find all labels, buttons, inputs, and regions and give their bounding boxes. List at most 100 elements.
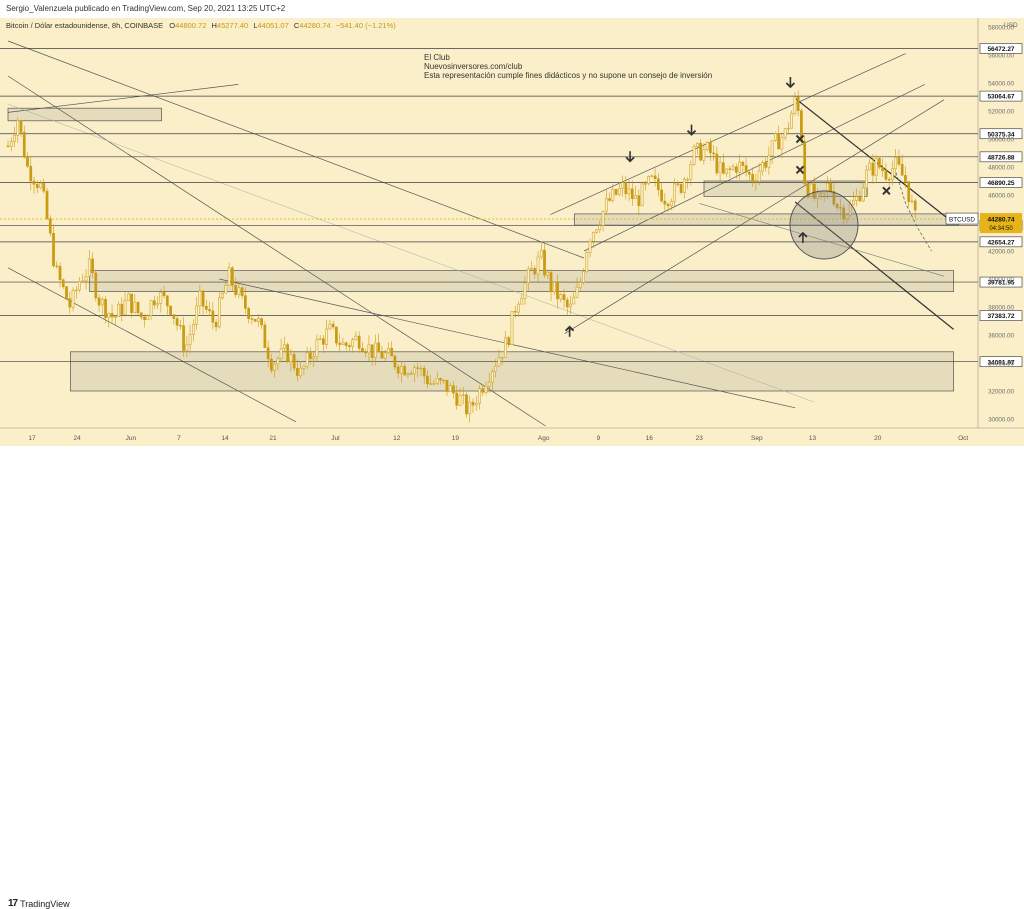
price-level-badge-4	[979, 177, 1023, 188]
candle-body-261	[855, 196, 859, 201]
x-tick-label-6: Jul	[331, 435, 340, 442]
trend-line-8	[583, 84, 925, 252]
candle-body-73	[244, 295, 247, 309]
candle-body-172	[565, 299, 569, 308]
candle-body-13	[48, 218, 52, 234]
arrow-down-icon-2	[785, 77, 796, 89]
candle-body-31	[107, 313, 111, 318]
candle-body-190	[624, 182, 628, 195]
candle-body-204	[669, 201, 673, 207]
price-level-label-4: 46890.25	[987, 180, 1014, 187]
support-zone-1	[89, 270, 954, 292]
candle-body-35	[120, 303, 124, 315]
arrow-up-icon-3	[564, 325, 575, 337]
candle-body-139	[458, 394, 462, 406]
candle-body-176	[578, 282, 582, 288]
candle-body-158	[520, 298, 524, 305]
arrow-head	[686, 129, 697, 136]
candle-body-74	[247, 308, 250, 319]
trend-line-5	[7, 103, 815, 403]
ohlc-close-label: C	[294, 21, 300, 30]
candle-body-267	[874, 158, 878, 176]
candle-body-46	[156, 303, 159, 306]
candle-body-150	[494, 365, 498, 372]
time-axis-panel	[0, 428, 1024, 446]
annotation-line-2: Nuevosinversores.com/club	[424, 62, 523, 71]
candle-body-6	[26, 156, 29, 167]
candle-body-167	[549, 272, 553, 292]
trend-line-2	[7, 75, 546, 427]
candle-body-246	[806, 183, 810, 197]
trend-line-0	[7, 84, 239, 113]
y-tick-label-1: 56000.00	[988, 53, 1014, 60]
candle-body-186	[611, 189, 615, 201]
candle-body-164	[539, 249, 543, 258]
candle-body-8	[32, 180, 36, 185]
support-zone-2	[70, 351, 954, 392]
candle-body-214	[702, 149, 706, 161]
ohlc-high-label: H	[212, 21, 217, 30]
candle-body-222	[728, 168, 732, 170]
tradingview-logo-icon: 17	[8, 898, 18, 909]
candle-body-122	[403, 366, 407, 376]
arrow-head	[785, 82, 796, 89]
trend-line-4	[219, 278, 796, 409]
candle-body-149	[491, 371, 494, 383]
candle-body-110	[364, 351, 368, 354]
ohlc-close: 44280.74	[299, 21, 330, 30]
candle-body-118	[390, 347, 394, 357]
candle-body-69	[231, 267, 234, 286]
candle-body-65	[218, 297, 221, 328]
candle-body-254	[832, 191, 836, 205]
candle-body-38	[130, 293, 133, 313]
candle-body-112	[370, 344, 374, 358]
y-tick-label-0: 58000.00	[988, 25, 1014, 32]
candle-body-22	[78, 281, 81, 291]
candle-body-180	[591, 232, 595, 242]
price-level-label-0: 56472.27	[987, 46, 1014, 53]
candle-body-177	[582, 271, 585, 283]
candle-body-187	[614, 189, 618, 195]
candle-body-196	[643, 183, 647, 185]
candle-body-185	[608, 198, 611, 201]
candle-body-37	[126, 293, 130, 301]
last-price-symbol-badge	[945, 212, 979, 225]
last-price-value: 44280.74	[987, 217, 1014, 224]
candle-body-160	[526, 268, 530, 284]
candle-body-146	[481, 388, 485, 393]
candle-body-191	[627, 188, 631, 195]
candle-body-93	[309, 352, 312, 360]
candle-body-211	[692, 146, 696, 165]
ohlc-high: 45277.40	[217, 21, 248, 30]
candle-body-152	[500, 357, 504, 359]
candle-body-7	[29, 166, 33, 182]
footer: 17 TradingView	[0, 446, 1024, 909]
trend-line-6	[564, 99, 945, 334]
candle-body-252	[826, 183, 829, 191]
tradingview-logo[interactable]: 17 TradingView	[8, 898, 70, 909]
price-level-badge-0	[979, 43, 1023, 54]
candle-body-50	[169, 305, 172, 315]
candle-body-220	[722, 162, 725, 174]
symbol-line: Bitcoin / Dólar estadounidense, 8h, COIN…	[6, 21, 396, 30]
candle-body-233	[764, 162, 767, 168]
ohlc-open-label: O	[169, 21, 175, 30]
candle-body-58	[195, 305, 198, 325]
cross-marker-7	[882, 186, 891, 196]
candle-body-100	[331, 323, 335, 328]
price-chart[interactable]: 56472.27 53064.67 50375.34 48726.88 46890.25…	[0, 18, 1024, 446]
candle-body-70	[234, 285, 237, 295]
candle-body-120	[396, 366, 400, 374]
candle-body-201	[660, 189, 663, 202]
candle-body-134	[442, 379, 446, 382]
x-tick-label-5: 21	[269, 435, 277, 442]
chart-screenshot: Sergio_Valenzuela publicado en TradingVi…	[0, 4, 1024, 909]
candle-body-198	[650, 175, 654, 177]
cross-marker-6	[795, 165, 805, 175]
candle-body-125	[413, 367, 416, 375]
candle-body-47	[159, 291, 163, 304]
candle-body-16	[58, 266, 62, 281]
candle-body-94	[312, 356, 316, 360]
candle-body-76	[253, 318, 257, 322]
candle-body-165	[543, 249, 546, 276]
